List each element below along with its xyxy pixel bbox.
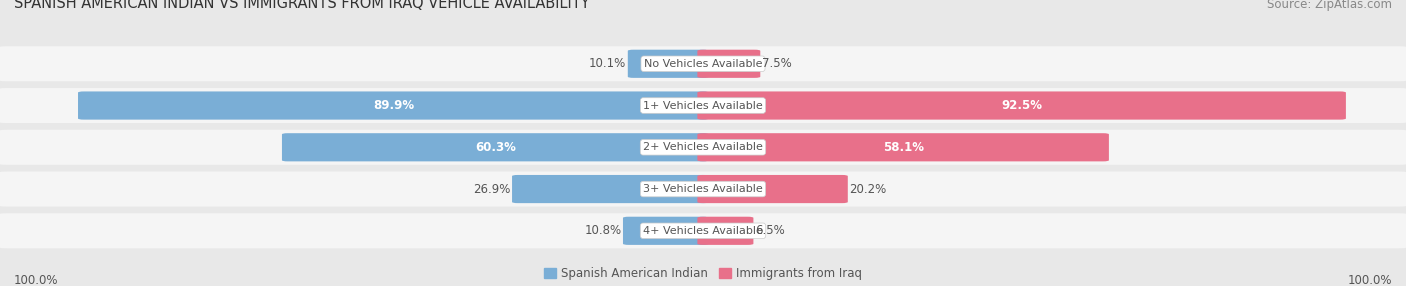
Text: 7.5%: 7.5% xyxy=(762,57,792,70)
FancyBboxPatch shape xyxy=(697,175,848,203)
Text: 10.1%: 10.1% xyxy=(589,57,627,70)
FancyBboxPatch shape xyxy=(697,217,754,245)
Legend: Spanish American Indian, Immigrants from Iraq: Spanish American Indian, Immigrants from… xyxy=(544,267,862,280)
FancyBboxPatch shape xyxy=(283,133,709,161)
Text: No Vehicles Available: No Vehicles Available xyxy=(644,59,762,69)
Text: SPANISH AMERICAN INDIAN VS IMMIGRANTS FROM IRAQ VEHICLE AVAILABILITY: SPANISH AMERICAN INDIAN VS IMMIGRANTS FR… xyxy=(14,0,589,11)
FancyBboxPatch shape xyxy=(0,46,1406,81)
Text: 100.0%: 100.0% xyxy=(14,274,59,286)
Text: 6.5%: 6.5% xyxy=(755,224,785,237)
FancyBboxPatch shape xyxy=(0,172,1406,206)
Text: 10.8%: 10.8% xyxy=(585,224,621,237)
FancyBboxPatch shape xyxy=(697,92,1346,120)
FancyBboxPatch shape xyxy=(697,133,1109,161)
FancyBboxPatch shape xyxy=(0,130,1406,165)
Text: 2+ Vehicles Available: 2+ Vehicles Available xyxy=(643,142,763,152)
FancyBboxPatch shape xyxy=(0,88,1406,123)
FancyBboxPatch shape xyxy=(77,92,709,120)
FancyBboxPatch shape xyxy=(512,175,709,203)
Text: 1+ Vehicles Available: 1+ Vehicles Available xyxy=(643,101,763,110)
Text: 92.5%: 92.5% xyxy=(1001,99,1042,112)
FancyBboxPatch shape xyxy=(628,50,709,78)
Text: 58.1%: 58.1% xyxy=(883,141,924,154)
Text: Source: ZipAtlas.com: Source: ZipAtlas.com xyxy=(1267,0,1392,11)
FancyBboxPatch shape xyxy=(623,217,709,245)
Text: 4+ Vehicles Available: 4+ Vehicles Available xyxy=(643,226,763,236)
Text: 60.3%: 60.3% xyxy=(475,141,516,154)
Text: 89.9%: 89.9% xyxy=(373,99,413,112)
Text: 100.0%: 100.0% xyxy=(1347,274,1392,286)
Text: 26.9%: 26.9% xyxy=(474,182,510,196)
FancyBboxPatch shape xyxy=(697,50,761,78)
Text: 20.2%: 20.2% xyxy=(849,182,886,196)
FancyBboxPatch shape xyxy=(0,213,1406,248)
Text: 3+ Vehicles Available: 3+ Vehicles Available xyxy=(643,184,763,194)
